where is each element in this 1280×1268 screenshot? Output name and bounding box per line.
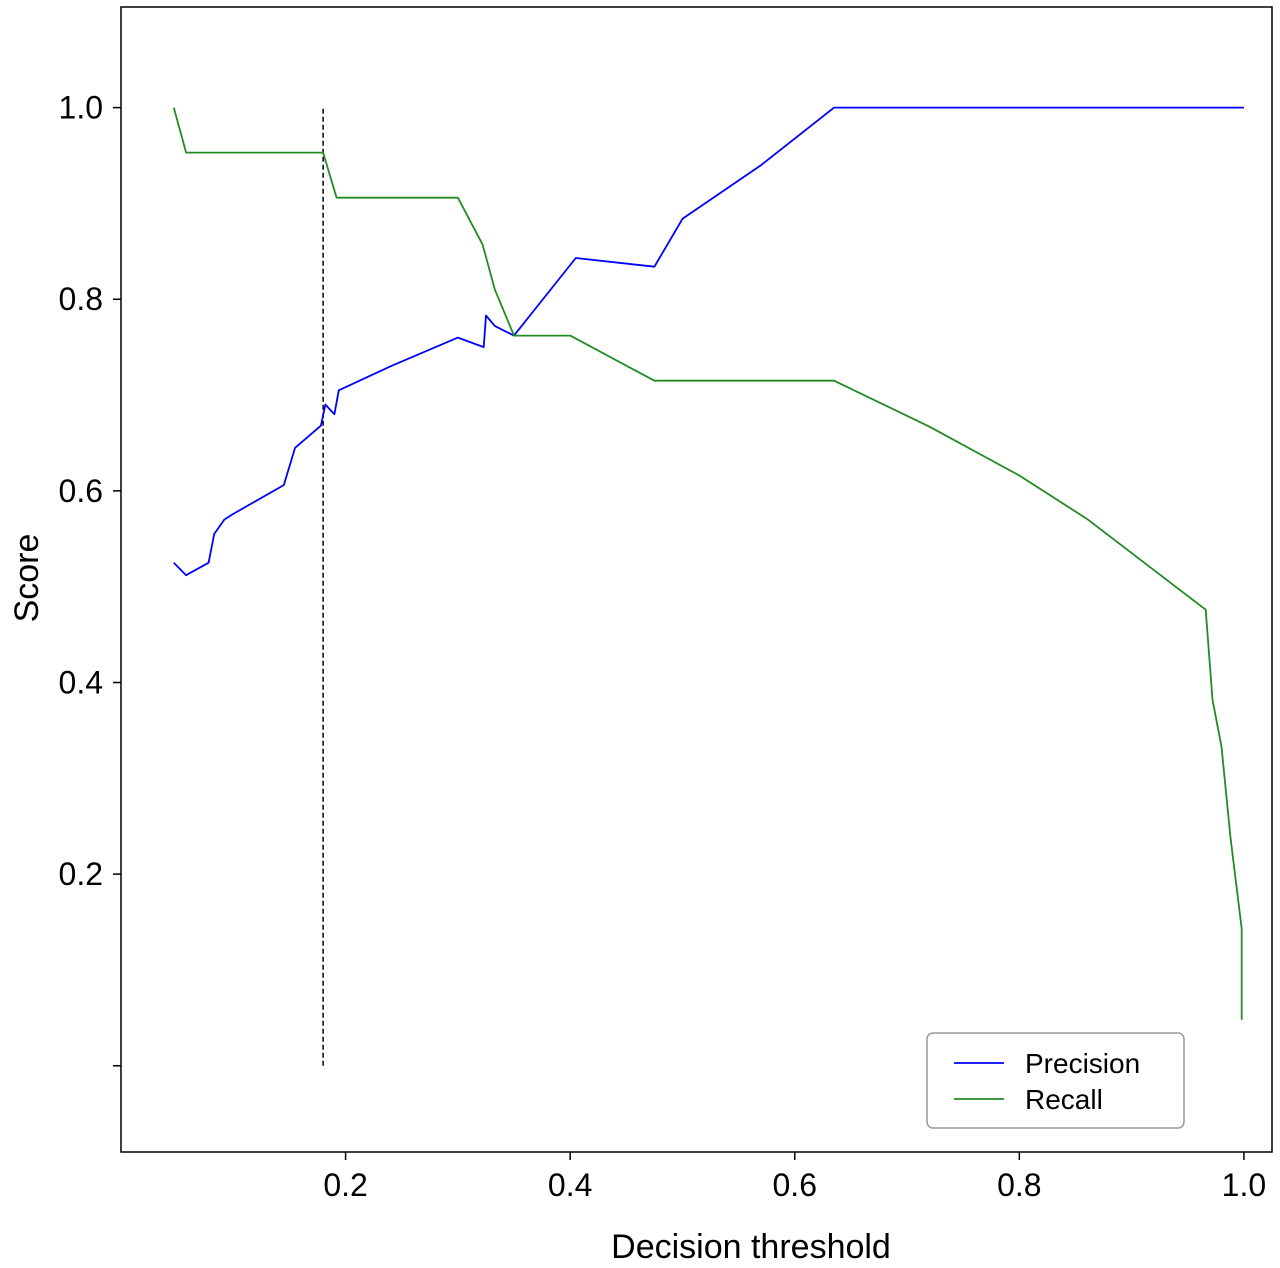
legend-label-precision: Precision bbox=[1025, 1048, 1140, 1079]
plot-frame bbox=[120, 6, 1273, 1153]
series-line-recall bbox=[172, 107, 1243, 1020]
y-tick-label: 0.4 bbox=[59, 665, 103, 701]
y-tick-label: 0.6 bbox=[59, 473, 103, 509]
y-tick-label: 0.8 bbox=[59, 281, 103, 317]
y-tick-label: 0.2 bbox=[59, 856, 103, 892]
x-axis-title: Decision threshold bbox=[611, 1228, 891, 1266]
x-tick-label: 0.2 bbox=[323, 1167, 367, 1203]
y-axis-title: Score bbox=[8, 534, 46, 623]
legend-label-recall: Recall bbox=[1025, 1084, 1103, 1115]
x-tick-label: 0.6 bbox=[773, 1167, 817, 1203]
x-tick-label: 0.4 bbox=[548, 1167, 592, 1203]
plot-area: 0.2 0.4 0.6 0.8 1.0 0.2 0.4 0.6 0.8 1.0 Precision R… bbox=[59, 6, 1273, 1203]
x-tick-label: 0.8 bbox=[997, 1167, 1041, 1203]
series-line-precision bbox=[173, 106, 1244, 577]
legend-box bbox=[926, 1032, 1185, 1129]
x-tick-label: 1.0 bbox=[1222, 1167, 1266, 1203]
y-tick-label: 1.0 bbox=[59, 90, 103, 126]
